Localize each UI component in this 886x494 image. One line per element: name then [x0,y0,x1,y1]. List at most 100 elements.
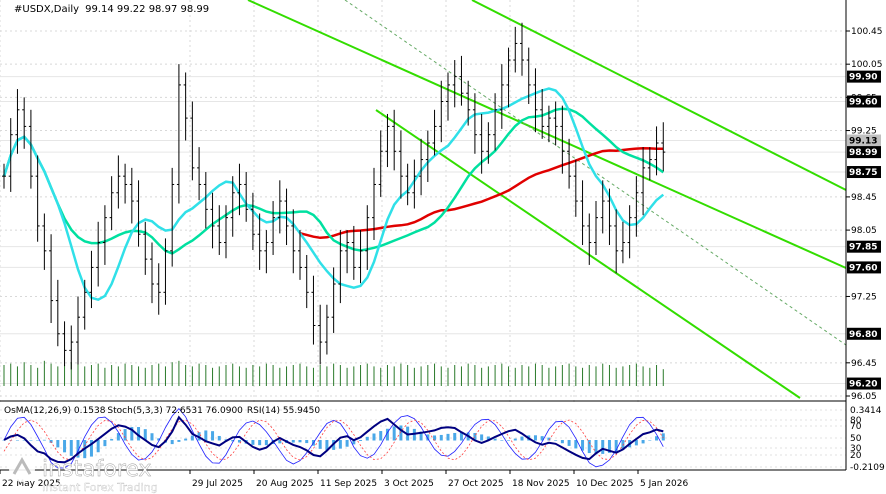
brand-name: instaforex [42,457,152,482]
osma-bar [372,433,376,441]
osma-bar [379,431,383,441]
ohlc-label: 99.14 99.22 98.97 98.99 [85,4,209,15]
level-label-bg [847,261,881,274]
time-tick-label: 29 Jul 2025 [192,479,243,489]
price-tick-label: 96.45 [851,359,877,369]
osma-bar [204,430,208,441]
time-tick-label: 10 Dec 2025 [576,479,634,489]
osma-bar [150,433,154,441]
brand-logo-icon [9,456,35,482]
osma-bar [453,432,457,441]
oscillator-tick-label: 0.3414 [850,406,882,416]
oscillator-header: OsMA(12,26,9) 0.1538 Stoch(5,3,3) 72.6531… [4,406,320,416]
osma-bar [392,426,396,441]
osma-bar [278,440,282,444]
osma-bar [338,440,342,449]
osma-bar [89,440,93,457]
osma-bar [513,438,517,441]
osma-bar [42,439,46,441]
osma-bar [655,436,659,441]
osma-bar [63,440,67,453]
brand-tagline: Instant Forex Trading [42,481,158,494]
oscillator-tick-label: 70 [850,422,862,432]
osma-bar [486,436,490,441]
price-tick-label: 98.45 [851,193,877,203]
osma-bar [116,433,120,441]
osma-bar [29,440,33,441]
level-label: 96.20 [849,380,877,390]
osma-bar [305,440,309,444]
rsi-label: RSI(14) 55.9450 [247,406,320,416]
osma-bar [439,434,443,441]
channel-upper-line [247,0,847,269]
osma-bar [298,440,302,443]
osma-bar [258,440,262,446]
time-tick-label: 5 Jan 2026 [640,479,688,489]
oscillator-panel [0,405,846,469]
channel-lower-line [375,109,801,399]
stoch-main-line [3,407,664,469]
osma-bar [157,438,161,441]
osma-bar [177,440,181,442]
level-label: 98.99 [849,148,877,158]
price-bars [2,22,666,370]
osma-bar [661,433,665,441]
time-tick-label: 22 May 2025 [2,479,61,489]
osma-bar [137,427,141,441]
level-label: 97.60 [849,263,877,273]
osma-bar [426,434,430,441]
osma-bar [473,433,477,441]
time-axis: 22 May 2025 29 Jul 2025 20 Aug 2025 11 Sep … [0,469,846,489]
level-label: 99.60 [849,98,877,108]
osma-bar [36,440,40,441]
osma-bar [507,440,511,441]
osma-bar [419,431,423,441]
osma-bar [365,436,369,441]
osma-bar [211,431,215,441]
osma-label: OsMA(12,26,9) 0.1538 [4,406,106,416]
level-label-bg [847,146,881,159]
brand-watermark: instaforex Instant Forex Trading [9,456,158,494]
trend-channel [247,0,847,399]
osma-bar [190,435,194,441]
osma-bar [359,440,363,441]
osma-bar [641,440,645,444]
stoch-label: Stoch(5,3,3) 72.6531 76.0900 [107,406,243,416]
osma-bar [103,440,107,447]
level-label-bg [847,240,881,253]
osma-bar [345,440,349,447]
osma-bar [224,439,228,441]
osma-bar [433,435,437,441]
osma-bar [170,440,174,445]
ma-line-ma144 [2,107,665,255]
oscillator-tick-label: 80 [850,416,862,426]
channel-mid-line [471,0,847,191]
price-tick-label: 98.05 [851,226,877,236]
osma-bar [291,440,295,443]
osma-bar [587,440,591,454]
osma-bar [459,432,463,441]
osma-bar [143,429,147,441]
oscillator-tick-label: -0.2109 [850,463,885,473]
price-tick-label: 96.05 [851,392,877,402]
osma-bar [547,437,551,441]
osma-bar [15,440,19,441]
osma-bar [130,427,134,441]
channel-dashed-line [344,0,847,346]
osma-bar [110,438,114,441]
volume-bars [3,360,664,386]
osma-bar [574,440,578,449]
osma-bar [123,429,127,441]
osma-bar [560,440,564,444]
osma-bar [237,440,241,443]
osma-bar [69,440,73,456]
osma-bar [56,440,60,448]
time-tick-label: 18 Nov 2025 [512,479,570,489]
osma-bar [399,425,403,441]
price-tick-label: 97.25 [851,292,877,302]
symbol-label: #USDX,Daily [14,4,79,15]
level-label-bg [847,134,881,147]
